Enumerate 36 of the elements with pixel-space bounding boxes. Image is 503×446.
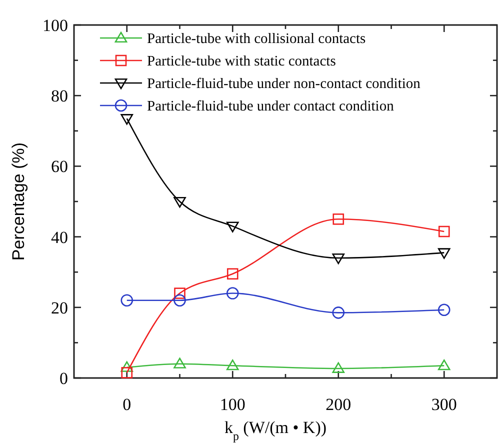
point [120,294,134,306]
y-tick-label: 0 [60,368,68,388]
x-axis-title: k$_{p}$ (W/(m • K)) [224,418,327,443]
x-tick-label: 300 [431,395,457,414]
point [174,294,186,306]
point [438,248,450,259]
y-axis-title: Percentage (%) [9,142,28,261]
y-tick-label: 100 [42,16,68,35]
x-tick-label: 200 [326,395,352,414]
y-tick-label: 80 [51,86,68,106]
point [174,358,186,368]
point [438,304,450,316]
point [120,361,134,372]
point [226,359,239,370]
legend-label: Particle-tube with static contacts [147,54,336,70]
point [438,359,450,370]
point [332,253,345,264]
y-tick-label: 60 [51,157,68,176]
x-tick-label: 100 [220,395,246,414]
point [332,306,345,319]
point [174,288,186,299]
legend-label: Particle-fluid-tube under contact condition [147,98,395,115]
point [332,362,345,373]
point [332,214,344,225]
point [174,197,186,208]
point [120,114,134,125]
point [226,287,239,300]
y-tick-label: 20 [51,298,68,318]
y-tick-label: 40 [51,228,68,247]
legend-label: Particle-fluid-tube under non-contact condition [147,76,422,92]
legend-label: Particle-tube with collisional contacts [147,31,366,48]
point [121,367,133,378]
x-tick-label: 0 [122,395,132,414]
point [226,268,238,280]
point [438,226,450,238]
point [226,222,239,232]
